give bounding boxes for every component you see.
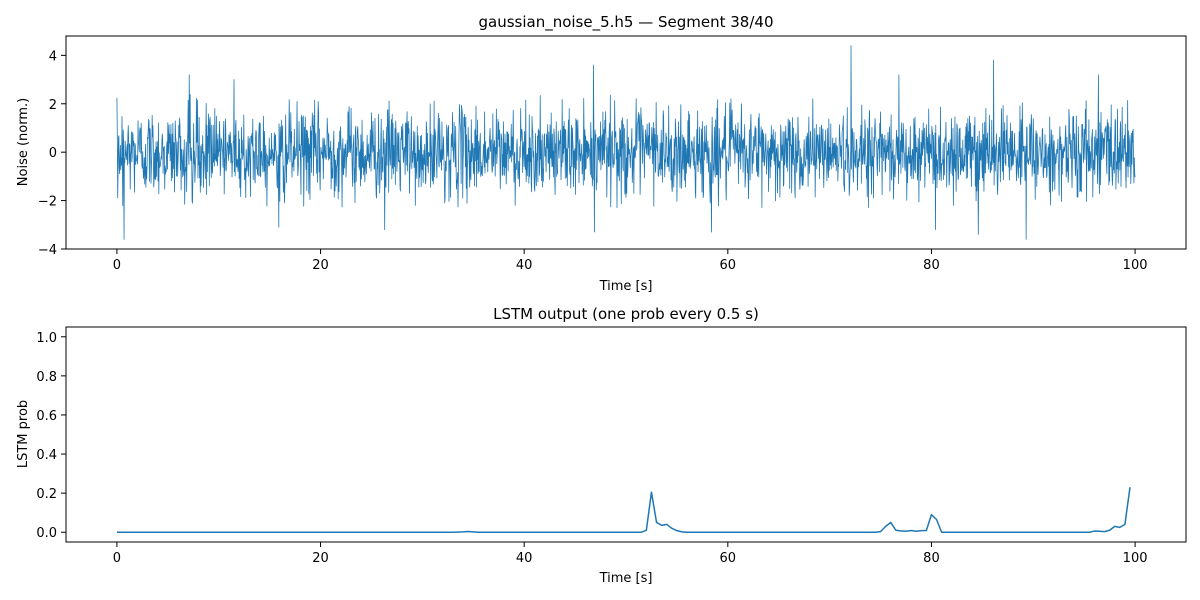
lstm-x-ticks: 0 20 40 60 80 100 [113, 542, 1148, 566]
lstm-y-tick-label: 0.8 [36, 370, 57, 385]
lstm-y-tick-label: 0.6 [36, 409, 57, 424]
noise-x-tick-label: 20 [312, 258, 329, 273]
lstm-y-tick-label: 0.0 [36, 526, 57, 541]
lstm-x-tick-label: 0 [113, 551, 121, 566]
noise-y-tick-label: −2 [38, 195, 57, 210]
noise-x-tick-label: 100 [1123, 258, 1148, 273]
noise-x-tick-label: 0 [113, 258, 121, 273]
lstm-x-tick-label: 20 [312, 551, 329, 566]
lstm-x-tick-label: 100 [1123, 551, 1148, 566]
lstm-y-tick-label: 1.0 [36, 331, 57, 346]
lstm-x-axis-label: Time [s] [599, 571, 653, 586]
lstm-x-tick-label: 40 [516, 551, 533, 566]
noise-y-axis-label: Noise (norm.) [16, 98, 31, 186]
noise-series-line [116, 45, 1136, 240]
noise-y-ticks: −4 −2 0 2 4 [38, 49, 66, 258]
lstm-y-ticks: 0.0 0.2 0.4 0.6 0.8 1.0 [36, 331, 66, 541]
lstm-plot-panel: LSTM output (one prob every 0.5 s) 0 20 40… [16, 305, 1187, 586]
noise-y-tick-label: −4 [38, 243, 57, 258]
noise-y-tick-label: 4 [49, 49, 57, 64]
noise-x-tick-label: 60 [720, 258, 737, 273]
noise-series-group [116, 45, 1136, 240]
noise-plot-panel: gaussian_noise_5.h5 — Segment 38/40 0 20 4… [16, 13, 1187, 294]
noise-x-ticks: 0 20 40 60 80 100 [113, 249, 1148, 273]
lstm-plot-title: LSTM output (one prob every 0.5 s) [493, 305, 759, 323]
lstm-prob-series-line [116, 487, 1131, 533]
noise-y-tick-label: 0 [49, 146, 57, 161]
lstm-plot-frame [65, 326, 1187, 543]
noise-plot-frame [65, 35, 1187, 250]
lstm-x-tick-label: 80 [923, 551, 940, 566]
noise-y-tick-label: 2 [49, 98, 57, 113]
lstm-series-group [116, 487, 1131, 533]
lstm-y-tick-label: 0.4 [36, 448, 57, 463]
lstm-x-tick-label: 60 [720, 551, 737, 566]
noise-x-axis-label: Time [s] [599, 279, 653, 294]
lstm-y-axis-label: LSTM prob [16, 400, 31, 468]
noise-plot-title: gaussian_noise_5.h5 — Segment 38/40 [478, 13, 773, 32]
noise-x-tick-label: 40 [516, 258, 533, 273]
lstm-y-tick-label: 0.2 [36, 487, 57, 502]
noise-x-tick-label: 80 [923, 258, 940, 273]
